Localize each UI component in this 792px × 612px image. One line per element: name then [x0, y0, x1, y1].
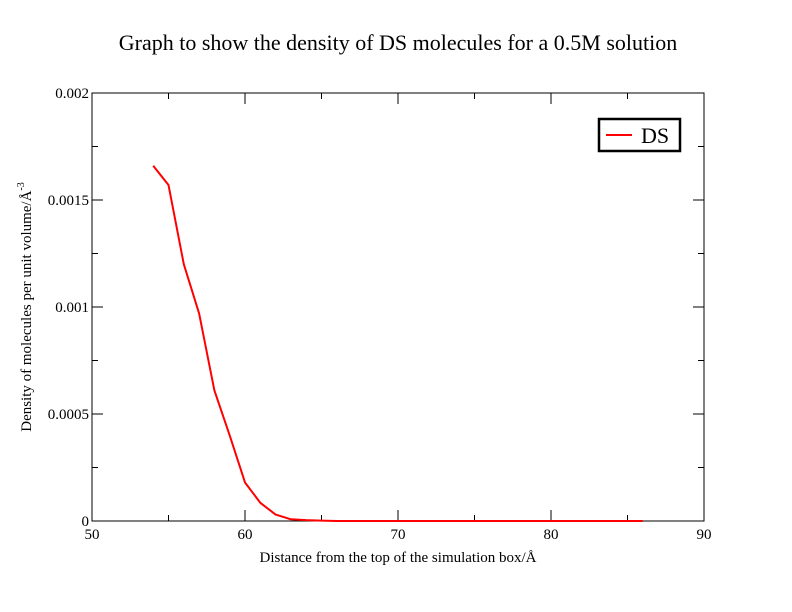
y-tick-label: 0.001: [55, 300, 89, 316]
y-axis-title-text: Density of molecules per unit volume/Å: [19, 190, 35, 431]
y-axis-title-exponent: -3: [16, 182, 27, 190]
y-tick-label: 0: [82, 514, 90, 530]
x-tick-label: 50: [85, 527, 100, 543]
legend: DS: [597, 117, 682, 153]
series-line-ds: [152, 165, 643, 522]
legend-label-ds: DS: [641, 123, 669, 148]
series-layer: [152, 165, 643, 522]
y-tick-label: 0.0015: [48, 193, 89, 209]
x-axis-title: Distance from the top of the simulation …: [259, 550, 536, 566]
axis-ticks: 50 60 70 80 90 0 0.0005 0.001 0.0015 0.002: [48, 86, 712, 543]
y-axis-title: Density of molecules per unit volume/Å-3: [16, 182, 35, 432]
y-tick-label: 0.002: [55, 86, 89, 102]
x-tick-label: 60: [238, 527, 253, 543]
chart-title: Graph to show the density of DS molecule…: [119, 30, 678, 55]
x-tick-label: 70: [391, 527, 406, 543]
x-tick-label: 90: [697, 527, 712, 543]
y-tick-label: 0.0005: [48, 407, 89, 423]
x-tick-label: 80: [544, 527, 559, 543]
